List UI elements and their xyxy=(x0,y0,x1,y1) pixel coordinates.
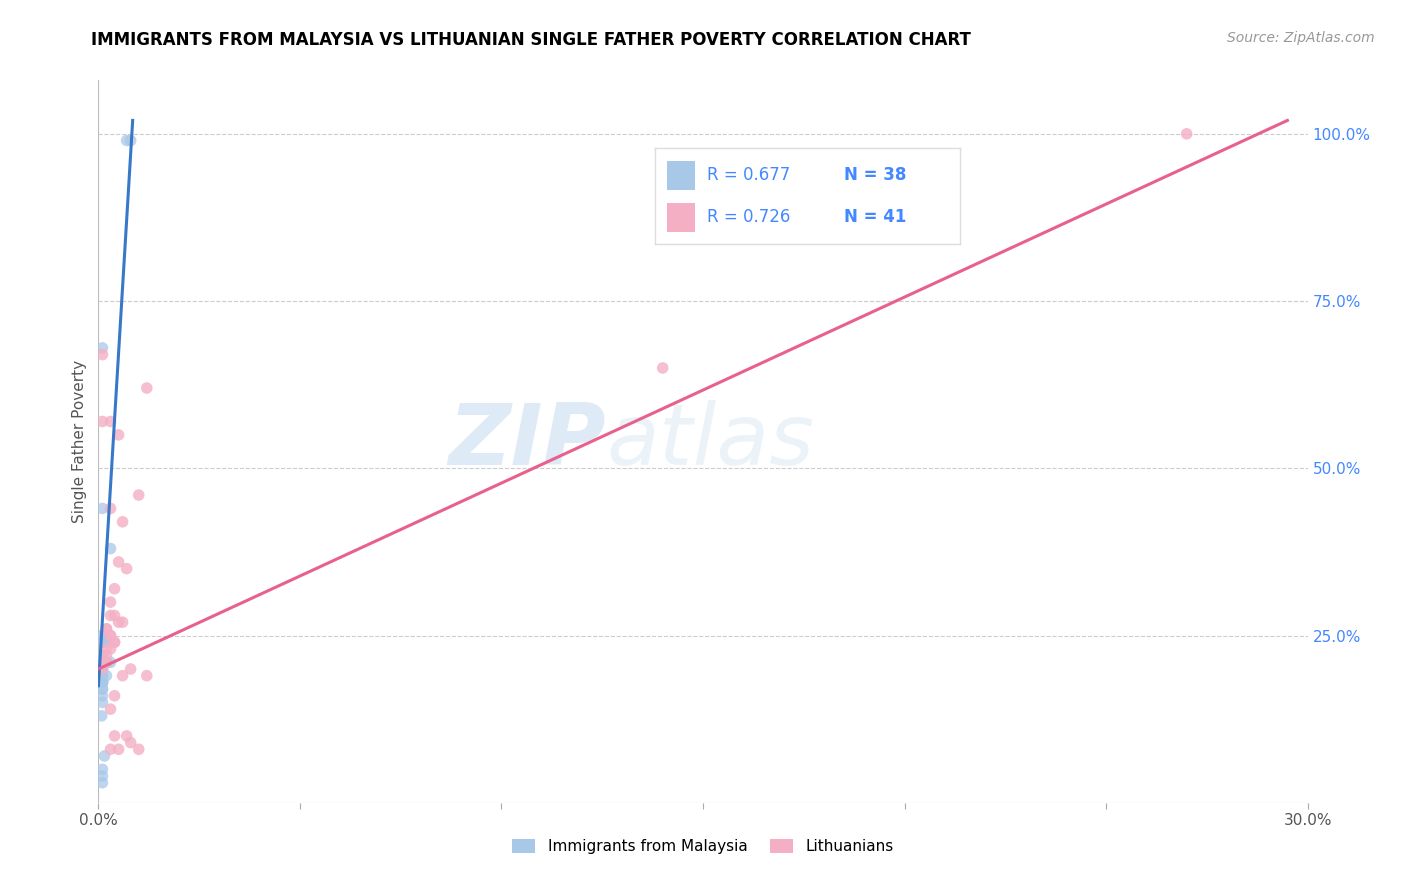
Point xyxy=(91,348,114,362)
Point xyxy=(100,628,122,642)
Point xyxy=(107,615,129,630)
Point xyxy=(91,628,114,642)
Point xyxy=(91,655,114,669)
Point xyxy=(120,134,142,148)
Point xyxy=(103,582,125,596)
Point xyxy=(96,635,118,649)
Point xyxy=(111,515,134,529)
Point xyxy=(100,742,122,756)
Point xyxy=(107,555,129,569)
Point xyxy=(91,341,114,355)
Point xyxy=(107,427,129,442)
Point xyxy=(120,662,142,676)
Point xyxy=(100,702,122,716)
Text: R = 0.726: R = 0.726 xyxy=(707,209,790,227)
Point xyxy=(103,635,125,649)
Point xyxy=(91,648,114,663)
Point xyxy=(103,729,125,743)
Point xyxy=(120,735,142,749)
Point xyxy=(96,642,118,657)
Text: ZIP: ZIP xyxy=(449,400,606,483)
Point xyxy=(128,488,150,502)
Text: N = 41: N = 41 xyxy=(845,209,907,227)
Text: atlas: atlas xyxy=(606,400,814,483)
Point xyxy=(91,776,114,790)
Point xyxy=(91,662,114,676)
Point xyxy=(96,655,118,669)
Text: IMMIGRANTS FROM MALAYSIA VS LITHUANIAN SINGLE FATHER POVERTY CORRELATION CHART: IMMIGRANTS FROM MALAYSIA VS LITHUANIAN S… xyxy=(91,31,972,49)
Point xyxy=(103,608,125,623)
Point xyxy=(96,655,118,669)
Point xyxy=(91,501,114,516)
Point xyxy=(103,689,125,703)
Legend: Immigrants from Malaysia, Lithuanians: Immigrants from Malaysia, Lithuanians xyxy=(506,833,900,860)
FancyBboxPatch shape xyxy=(668,161,695,190)
Point xyxy=(90,708,112,723)
FancyBboxPatch shape xyxy=(668,203,695,232)
Point xyxy=(91,648,114,663)
Point xyxy=(135,669,157,683)
Point xyxy=(93,749,115,764)
Point xyxy=(91,675,114,690)
Point xyxy=(111,669,134,683)
Point xyxy=(96,669,118,683)
Point xyxy=(100,541,122,556)
Point xyxy=(96,655,118,669)
Point xyxy=(128,742,150,756)
Point xyxy=(115,562,138,576)
Text: Source: ZipAtlas.com: Source: ZipAtlas.com xyxy=(1227,31,1375,45)
Point xyxy=(91,662,114,676)
Point xyxy=(91,662,114,676)
Point xyxy=(91,648,114,663)
Point xyxy=(100,628,122,642)
Text: N = 38: N = 38 xyxy=(845,166,907,184)
Point xyxy=(115,134,138,148)
Point xyxy=(91,669,114,683)
Point xyxy=(91,681,114,696)
Point xyxy=(96,622,118,636)
Point xyxy=(651,361,673,376)
Point xyxy=(91,669,114,683)
Point xyxy=(135,381,157,395)
Point xyxy=(91,696,114,710)
Point xyxy=(111,615,134,630)
Point xyxy=(91,675,114,690)
Y-axis label: Single Father Poverty: Single Father Poverty xyxy=(72,360,87,523)
Point xyxy=(91,762,114,776)
Point xyxy=(91,655,114,669)
Point xyxy=(107,742,129,756)
Point xyxy=(91,628,114,642)
Point xyxy=(91,662,114,676)
Point xyxy=(91,675,114,690)
Point xyxy=(103,635,125,649)
Point xyxy=(91,769,114,783)
Point xyxy=(91,648,114,663)
Point xyxy=(91,655,114,669)
Text: R = 0.677: R = 0.677 xyxy=(707,166,790,184)
Point xyxy=(96,622,118,636)
Point xyxy=(91,635,114,649)
Point xyxy=(115,729,138,743)
Point xyxy=(96,648,118,663)
Point xyxy=(91,414,114,429)
Point xyxy=(91,689,114,703)
Point xyxy=(91,681,114,696)
Point xyxy=(100,642,122,657)
Point xyxy=(1175,127,1198,141)
Point xyxy=(100,595,122,609)
Point xyxy=(100,501,122,516)
Point xyxy=(91,675,114,690)
Point xyxy=(100,608,122,623)
Point xyxy=(100,414,122,429)
Point xyxy=(100,655,122,669)
Point xyxy=(96,635,118,649)
